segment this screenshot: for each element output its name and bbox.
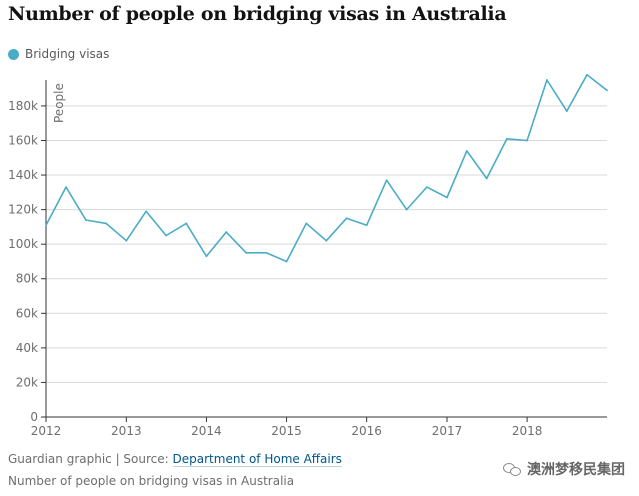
y-tick-label: 20k [16,375,38,389]
y-axis-ticks: 0 20k 40k 60k 80k 100k 120k 140k 160k 180k [8,99,46,424]
data-point [446,196,448,199]
watermark: 澳洲梦移民集团 [503,459,625,479]
data-point [125,239,128,242]
data-point [85,219,87,221]
data-point [586,73,588,76]
series-line [45,74,608,263]
y-tick-label: 160k [8,133,38,147]
data-point [425,186,428,189]
source-prefix: Guardian graphic | Source: [8,452,173,466]
x-tick-label: 2015 [271,424,302,438]
data-point [405,208,408,211]
data-point [305,222,308,225]
data-point [145,210,147,213]
data-point [545,79,548,81]
data-point [365,224,368,227]
series-layer [45,73,608,263]
y-tick-label: 80k [16,272,38,286]
data-point [245,251,248,254]
x-tick-label: 2013 [111,424,142,438]
x-tick-label: 2012 [31,424,62,438]
source-link[interactable]: Department of Home Affairs [172,452,342,467]
data-point [65,186,67,189]
y-tick-label: 120k [8,203,38,217]
y-tick-label: 40k [16,341,38,355]
data-point [205,255,208,258]
data-point [265,251,268,254]
x-tick-label: 2014 [191,424,222,438]
x-tick-label: 2017 [432,424,463,438]
data-point [506,137,508,140]
y-tick-label: 140k [8,168,38,182]
y-tick-label: 0 [30,410,38,424]
data-point [345,217,348,220]
y-tick-label: 180k [8,99,38,113]
axes [45,80,607,418]
x-axis-ticks: 2012 2013 2014 2015 2016 2017 2018 [31,417,543,438]
source-line: Guardian graphic | Source: Department of… [8,452,342,467]
data-point [465,149,468,152]
legend: Bridging visas [8,46,109,62]
chart-title: Number of people on bridging visas in Au… [8,3,507,25]
data-point [185,222,188,225]
watermark-text: 澳洲梦移民集团 [527,462,625,478]
y-tick-label: 60k [16,306,38,320]
legend-swatch [8,48,19,60]
x-tick-label: 2018 [512,424,543,438]
data-point [325,239,328,242]
wechat-icon [503,462,521,476]
data-point [526,139,529,142]
data-point [45,224,47,227]
data-point [485,177,488,180]
data-point [565,110,568,113]
data-point [385,179,388,182]
y-tick-label: 100k [8,237,38,251]
data-point [285,260,288,263]
data-point [225,231,228,233]
data-point [165,234,167,237]
y-axis-label: People [52,83,66,123]
x-tick-label: 2016 [351,424,382,438]
data-point [606,89,608,92]
grid-layer [46,105,607,383]
figure-caption: Number of people on bridging visas in Au… [8,474,295,488]
legend-label: Bridging visas [25,47,110,61]
data-point [105,222,108,225]
